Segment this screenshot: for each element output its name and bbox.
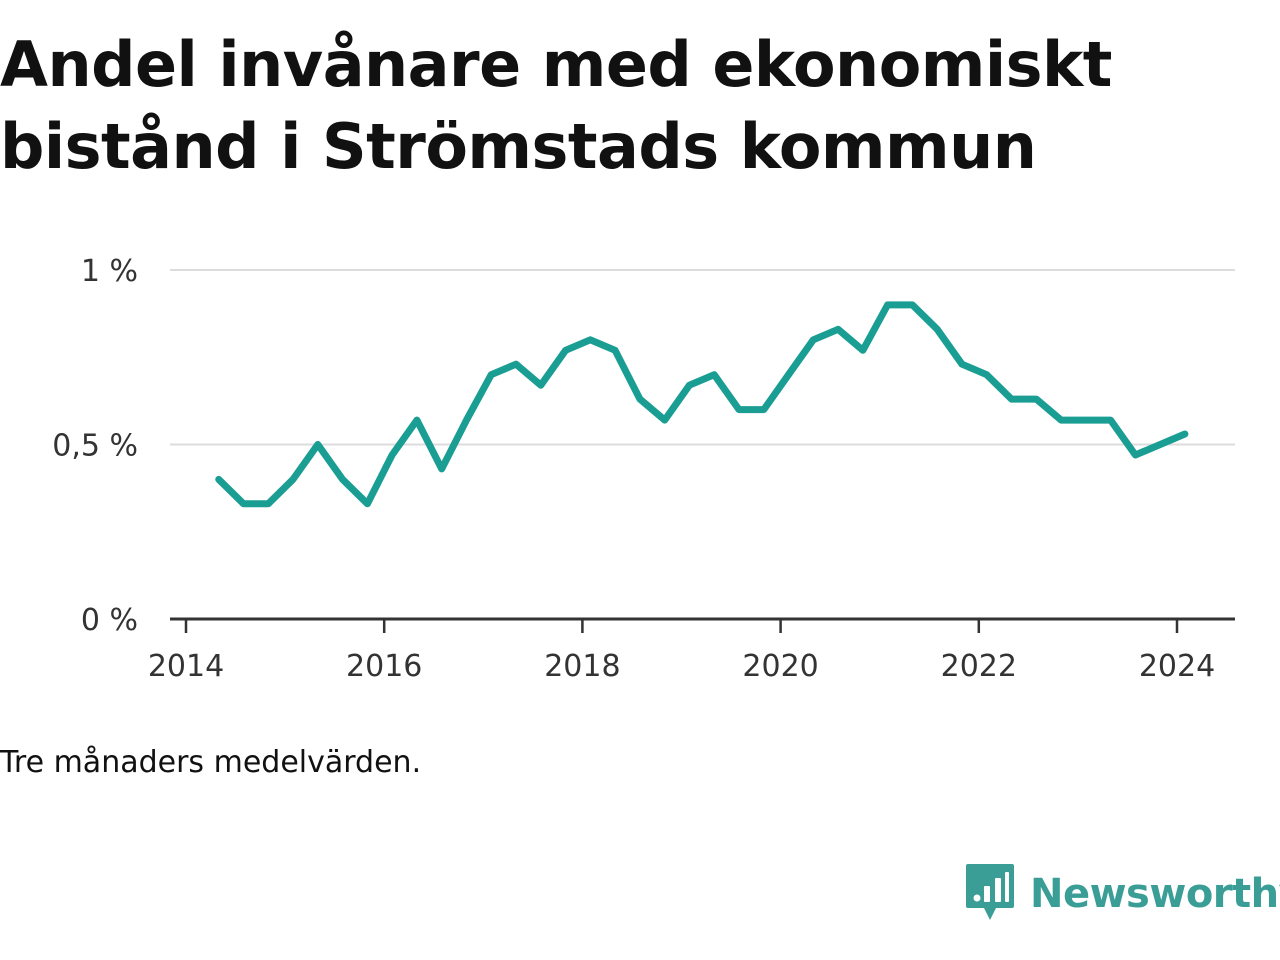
x-tick-label: 2022 — [941, 649, 1017, 684]
y-tick-label: 1 % — [81, 254, 138, 289]
y-axis-labels: 0 % 0,5 % 1 % — [52, 254, 138, 638]
series-line — [215, 301, 1189, 508]
y-tick-label: 0 % — [81, 603, 138, 638]
x-tick-label: 2018 — [544, 649, 620, 684]
newsworthy-logo-icon — [966, 864, 1014, 920]
brand-name: Newsworthy — [1030, 871, 1280, 917]
y-tick-label: 0,5 % — [52, 429, 138, 464]
x-tick-label: 2020 — [742, 649, 818, 684]
line-chart: 0 % 0,5 % 1 % 2014 2016 2018 2020 2022 2024 — [52, 254, 1235, 684]
chart-title: Andel invånare med ekonomiskt bistånd i … — [0, 28, 1112, 183]
brand-logo[interactable]: Newsworthy — [964, 862, 1280, 926]
grid-lines — [170, 269, 1235, 446]
x-axis-labels: 2014 2016 2018 2020 2022 2024 — [148, 649, 1215, 684]
x-tick-label: 2024 — [1139, 649, 1215, 684]
x-axis — [170, 617, 1235, 633]
chart-note: Tre månaders medelvärden. — [0, 745, 422, 780]
series-layer — [215, 301, 1189, 508]
x-tick-label: 2014 — [148, 649, 224, 684]
x-tick-label: 2016 — [346, 649, 422, 684]
